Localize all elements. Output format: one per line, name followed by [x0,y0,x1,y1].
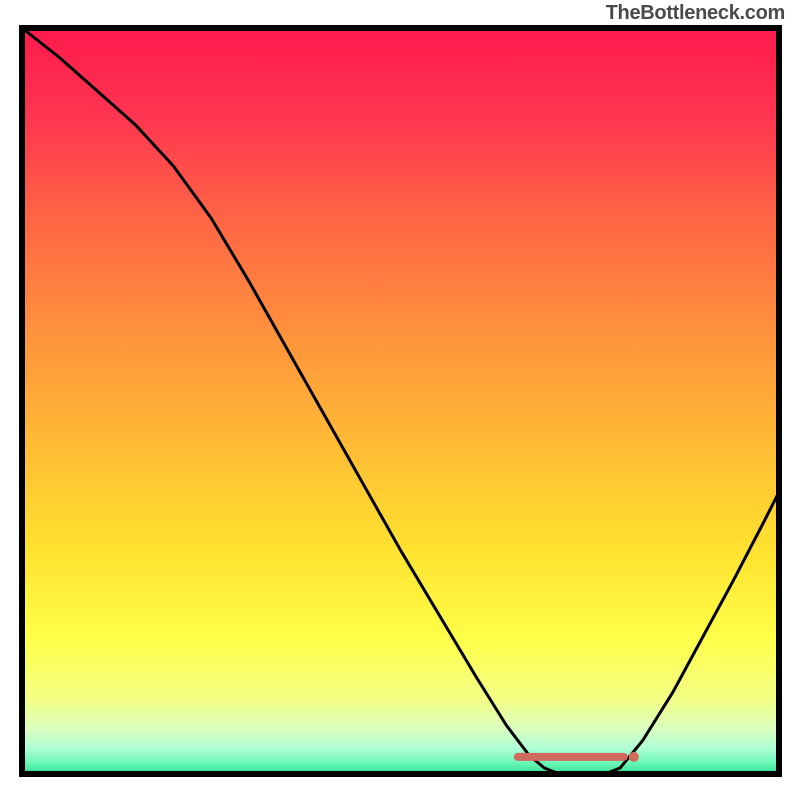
chart-svg [0,0,800,800]
bottleneck-chart [0,0,800,800]
plot-background [22,28,779,774]
highlight-dot [629,752,639,762]
